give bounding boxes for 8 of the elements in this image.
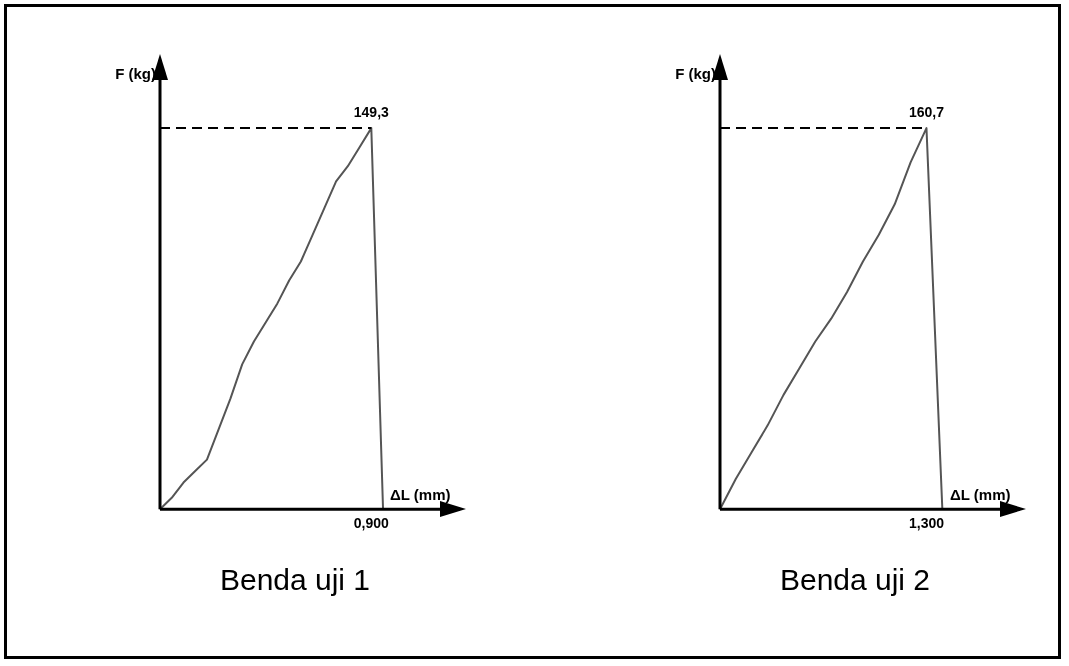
x-axis-title: ΔL (mm): [390, 485, 451, 503]
text: 1,300: [908, 515, 945, 532]
text: 160,7: [908, 103, 945, 120]
text: Benda uji 1: [219, 563, 371, 597]
x-axis-title: ΔL (mm): [950, 485, 1011, 503]
text: 0,900: [353, 515, 390, 532]
text: Benda uji 2: [779, 563, 931, 597]
text: 149,3: [353, 103, 390, 120]
